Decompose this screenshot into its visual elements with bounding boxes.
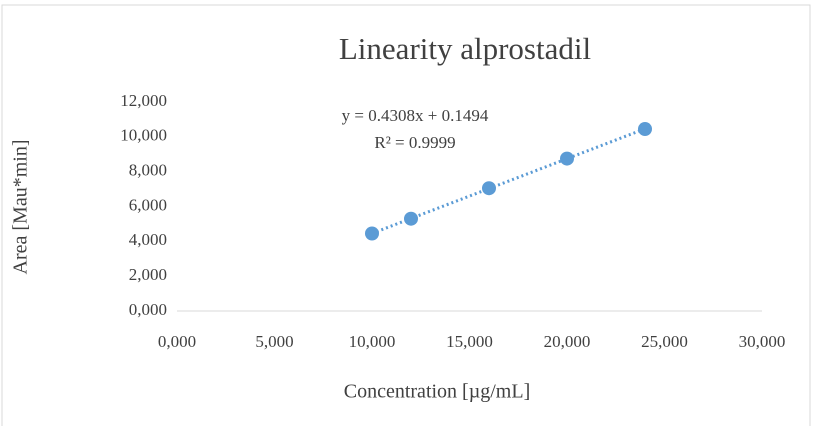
x-tick-label: 20,000 [544,332,591,351]
y-tick-label: 2,000 [129,265,167,284]
data-point [404,211,418,226]
y-tick-label: 12,000 [120,91,167,110]
data-point [365,226,379,241]
y-tick-label: 0,000 [129,300,167,319]
data-point [560,151,574,166]
chart-border [1,4,811,426]
x-tick-label: 30,000 [739,332,786,351]
x-tick-label: 25,000 [641,332,688,351]
trendline [371,127,646,235]
data-point [482,181,496,196]
x-axis-label: Concentration [µg/mL] [344,381,530,403]
x-tick-label: 5,000 [255,332,293,351]
y-axis-label: Area [Mau*min] [10,140,32,275]
y-tick-label: 4,000 [129,230,167,249]
data-point [638,121,652,136]
x-tick-label: 0,000 [158,332,196,351]
y-tick-label: 6,000 [129,195,167,214]
r-squared: R² = 0.9999 [374,133,455,152]
y-tick-label: 8,000 [129,161,167,180]
chart-title: Linearity alprostadil [339,31,591,66]
x-tick-label: 15,000 [446,332,493,351]
x-tick-label: 10,000 [349,332,396,351]
equation: y = 0.4308x + 0.1494 [342,106,489,125]
y-tick-label: 10,000 [120,126,167,145]
